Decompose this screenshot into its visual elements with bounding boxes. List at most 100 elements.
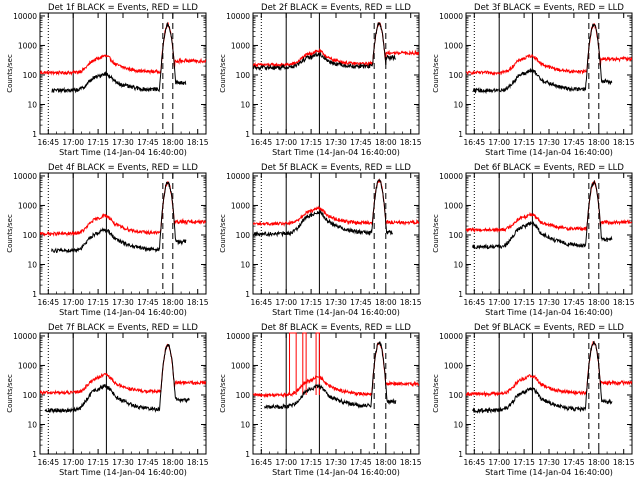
x-tick-label: 18:00 <box>588 458 610 467</box>
y-tick-label: 10000 <box>226 172 250 181</box>
chart-title: Det 4f BLACK = Events, RED = LLD <box>48 163 198 173</box>
x-tick-label: 18:15 <box>613 298 635 307</box>
y-tick-label: 10 <box>453 260 463 269</box>
y-tick-label: 100 <box>23 231 38 240</box>
y-tick-label: 100 <box>23 391 38 400</box>
y-tick-label: 100 <box>236 71 251 80</box>
y-tick-label: 100 <box>236 391 251 400</box>
x-tick-label: 17:15 <box>87 138 109 147</box>
y-tick-label: 1000 <box>231 201 250 210</box>
x-tick-label: 16:45 <box>250 458 272 467</box>
x-tick-label: 17:00 <box>275 138 297 147</box>
x-tick-label: 18:15 <box>400 458 422 467</box>
x-tick-label: 17:15 <box>300 458 322 467</box>
x-tick-label: 17:00 <box>275 298 297 307</box>
y-tick-label: 1 <box>245 450 250 459</box>
y-tick-label: 10 <box>453 100 463 109</box>
x-tick-label: 17:45 <box>563 458 585 467</box>
chart-title: Det 8f BLACK = Events, RED = LLD <box>261 323 411 333</box>
x-tick-label: 18:15 <box>613 458 635 467</box>
events-series-line <box>472 341 613 414</box>
x-tick-label: 17:45 <box>563 138 585 147</box>
x-tick-label: 18:00 <box>588 138 610 147</box>
x-tick-label: 16:45 <box>250 138 272 147</box>
x-tick-label: 17:00 <box>488 458 510 467</box>
x-axis-label: Start Time (14-Jan-04 16:40:00) <box>485 148 613 157</box>
x-tick-label: 16:45 <box>37 298 59 307</box>
x-tick-label: 17:45 <box>137 138 159 147</box>
x-tick-label: 18:15 <box>613 138 635 147</box>
x-tick-label: 17:00 <box>488 138 510 147</box>
x-tick-label: 18:15 <box>400 138 422 147</box>
y-tick-label: 1 <box>32 130 37 139</box>
x-tick-label: 18:00 <box>375 138 397 147</box>
x-tick-label: 18:15 <box>187 138 209 147</box>
x-tick-label: 16:45 <box>463 458 485 467</box>
x-tick-label: 18:00 <box>162 138 184 147</box>
events-series-line <box>253 22 397 72</box>
y-tick-label: 10000 <box>439 12 463 21</box>
chart-panel-3: Det 3f BLACK = Events, RED = LLD 1 10 100 10… <box>432 3 635 157</box>
x-tick-label: 17:15 <box>300 138 322 147</box>
y-tick-label: 10 <box>240 420 250 429</box>
y-tick-label: 1000 <box>231 41 250 50</box>
y-tick-label: 10 <box>27 420 37 429</box>
x-tick-label: 17:15 <box>87 298 109 307</box>
events-series-line <box>51 21 187 94</box>
chart-panel-8: Det 8f BLACK = Events, RED = LLD 1 10 100 10… <box>219 323 422 477</box>
x-axis-label: Start Time (14-Jan-04 16:40:00) <box>59 308 187 317</box>
y-tick-label: 10000 <box>439 172 463 181</box>
lld-spike <box>289 332 297 395</box>
x-tick-label: 18:15 <box>400 298 422 307</box>
y-tick-label: 1000 <box>18 41 37 50</box>
y-tick-label: 1000 <box>18 201 37 210</box>
x-tick-label: 17:15 <box>513 298 535 307</box>
chart-panel-5: Det 5f BLACK = Events, RED = LLD 1 10 100 10… <box>219 163 422 317</box>
x-tick-label: 17:30 <box>538 138 560 147</box>
events-series-line <box>253 178 393 238</box>
events-series-line <box>472 179 613 250</box>
y-tick-label: 1 <box>245 290 250 299</box>
x-tick-label: 17:00 <box>62 298 84 307</box>
y-tick-label: 1 <box>458 450 463 459</box>
y-tick-label: 10000 <box>226 12 250 21</box>
x-tick-label: 16:45 <box>463 298 485 307</box>
x-tick-label: 18:00 <box>588 298 610 307</box>
chart-title: Det 7f BLACK = Events, RED = LLD <box>48 323 198 333</box>
y-tick-label: 1000 <box>231 361 250 370</box>
y-tick-label: 100 <box>449 71 464 80</box>
y-axis-label: Counts/sec <box>219 214 227 253</box>
x-tick-label: 16:45 <box>463 138 485 147</box>
y-axis-label: Counts/sec <box>219 374 227 413</box>
x-tick-label: 16:45 <box>37 458 59 467</box>
chart-panel-7: Det 7f BLACK = Events, RED = LLD 1 10 100 10… <box>6 323 209 477</box>
events-series-line <box>472 23 613 95</box>
y-tick-label: 10 <box>27 100 37 109</box>
lld-series-line <box>40 21 206 76</box>
chart-title: Det 1f BLACK = Events, RED = LLD <box>48 3 198 13</box>
x-tick-label: 17:45 <box>350 138 372 147</box>
y-axis-label: Counts/sec <box>432 214 440 253</box>
y-tick-label: 10000 <box>226 332 250 341</box>
chart-title: Det 6f BLACK = Events, RED = LLD <box>474 163 624 173</box>
x-tick-label: 17:30 <box>325 138 347 147</box>
x-tick-label: 17:30 <box>325 458 347 467</box>
x-tick-label: 17:15 <box>87 458 109 467</box>
x-tick-label: 17:45 <box>350 458 372 467</box>
chart-title: Det 5f BLACK = Events, RED = LLD <box>261 163 411 173</box>
lld-series-line <box>40 181 206 237</box>
x-tick-label: 17:15 <box>513 458 535 467</box>
x-tick-label: 17:30 <box>538 458 560 467</box>
lld-series-line <box>466 340 632 398</box>
y-tick-label: 1 <box>458 290 463 299</box>
x-tick-label: 17:45 <box>137 458 159 467</box>
y-tick-label: 1000 <box>444 201 463 210</box>
y-tick-label: 100 <box>449 391 464 400</box>
x-tick-label: 17:30 <box>112 458 134 467</box>
chart-panel-1: Det 1f BLACK = Events, RED = LLD 1 10 100 10… <box>6 3 209 157</box>
y-axis-label: Counts/sec <box>432 54 440 93</box>
chart-title: Det 2f BLACK = Events, RED = LLD <box>261 3 411 13</box>
y-tick-label: 1 <box>458 130 463 139</box>
chart-panel-4: Det 4f BLACK = Events, RED = LLD 1 10 100 10… <box>6 163 209 317</box>
